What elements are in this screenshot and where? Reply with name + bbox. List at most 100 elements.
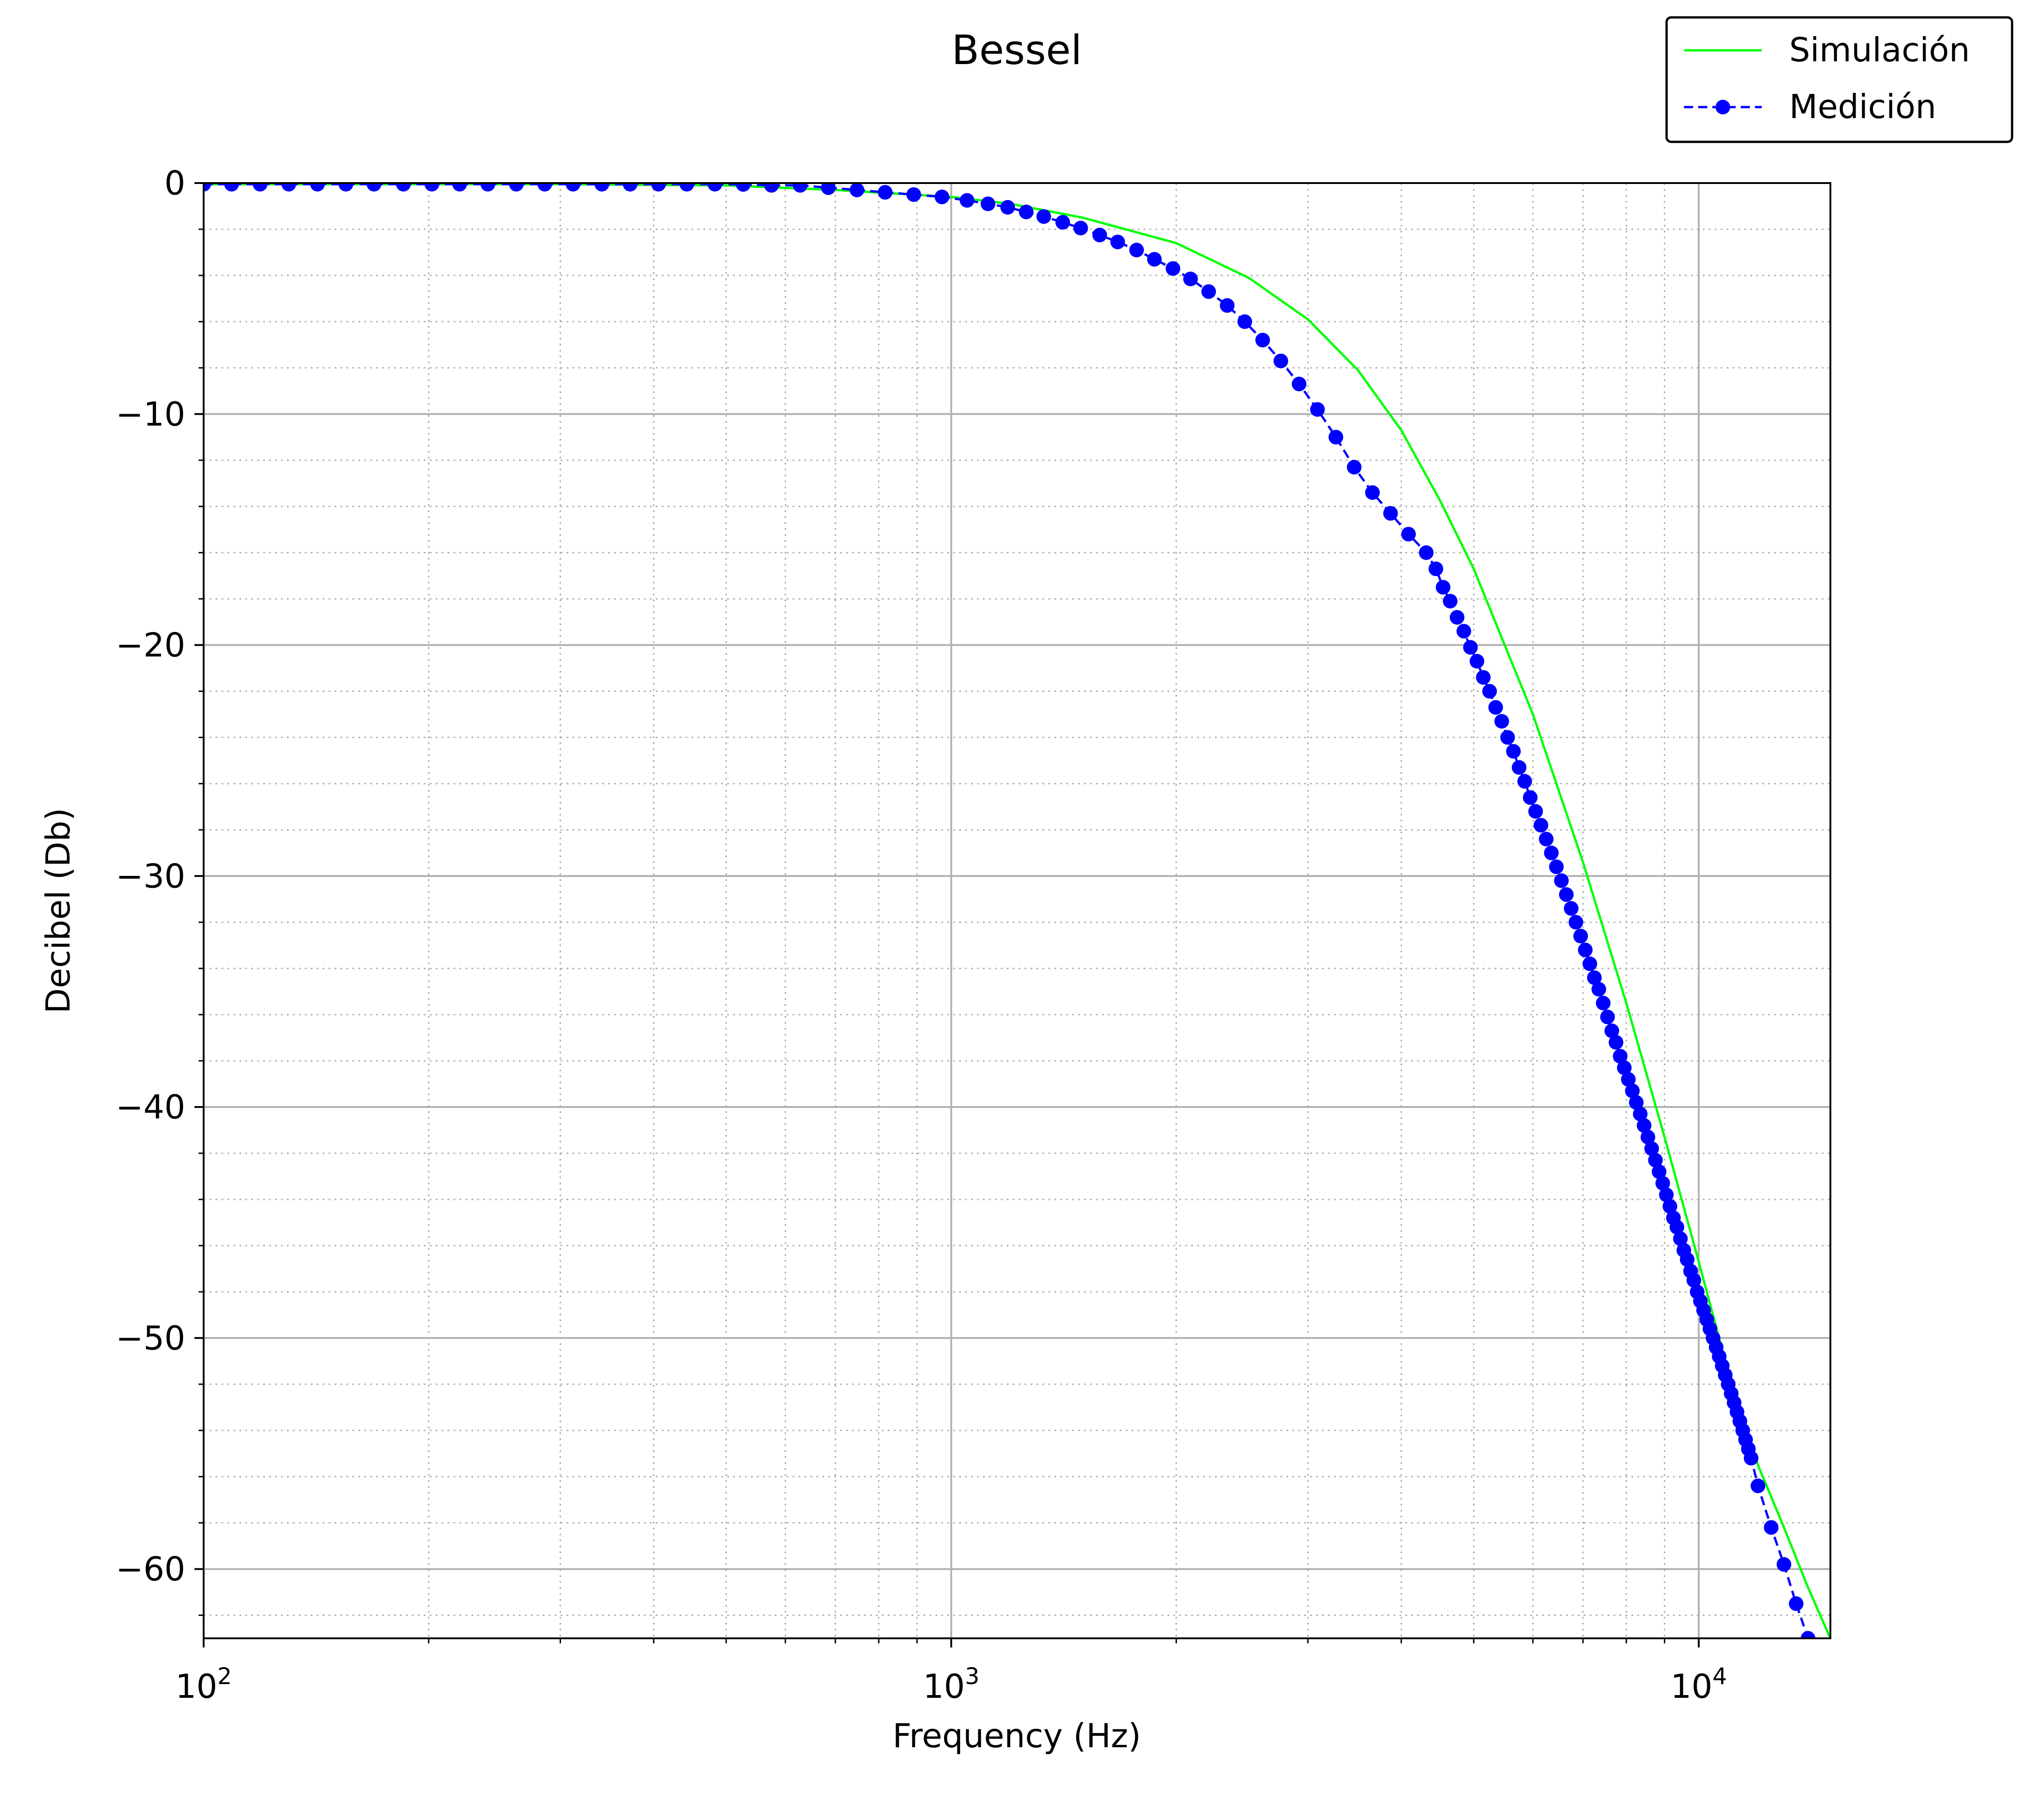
series-medicion-point: [1544, 845, 1559, 860]
series-medicion-point: [1347, 459, 1362, 475]
series-medicion-point: [1564, 901, 1579, 916]
series-medicion-point: [1443, 594, 1458, 609]
series-medicion-point: [1147, 252, 1162, 267]
series-medicion-point: [1789, 1596, 1804, 1611]
major-grid: [203, 182, 1830, 1638]
series-medicion-point: [1092, 227, 1107, 243]
plot-area: [204, 183, 1830, 1638]
minor-grid: [204, 183, 1830, 1638]
series-medicion-point: [793, 183, 808, 193]
series-medicion-point: [1659, 1187, 1674, 1202]
series-medicion-point: [452, 183, 467, 192]
legend-medicion-marker: [1716, 100, 1730, 114]
series-medicion-point: [424, 183, 439, 192]
legend-box: [1665, 16, 2013, 143]
series-medicion-point: [1582, 956, 1597, 972]
series-medicion-point: [1578, 942, 1593, 957]
series-medicion-point: [1450, 610, 1465, 625]
series-medicion-point: [480, 183, 496, 192]
series-medicion-point: [1401, 527, 1416, 542]
series-medicion-point: [1365, 485, 1380, 500]
series-medicion-point: [1383, 506, 1398, 521]
x-tick-label: 103: [923, 1663, 979, 1706]
series-medicion-point: [1651, 1164, 1667, 1179]
x-axis: 102 103 104: [175, 1638, 1727, 1706]
series-medicion-point: [623, 183, 638, 192]
series-medicion-point: [253, 183, 268, 192]
series-medicion-point: [1476, 670, 1491, 685]
x-tick-label: 102: [175, 1663, 232, 1706]
y-tick-label: −60: [116, 1550, 185, 1588]
series-layer: [204, 183, 1830, 1638]
series-medicion-point: [1419, 545, 1434, 560]
series-medicion-point: [1633, 1107, 1648, 1122]
series-medicion-point: [1517, 774, 1532, 789]
series-medicion-point: [1528, 804, 1543, 819]
series-medicion-point: [849, 183, 864, 198]
series-medicion-point: [1255, 333, 1270, 348]
series-medicion-point: [1538, 832, 1554, 847]
legend-simulacion-label: Simulación: [1789, 31, 1970, 69]
series-medicion-point: [1506, 744, 1521, 759]
series-medicion-point: [1129, 243, 1144, 258]
y-tick-label: 0: [164, 164, 185, 202]
series-medicion-point: [1776, 1557, 1792, 1572]
series-medicion-point: [281, 183, 297, 192]
series-medicion-point: [1549, 859, 1564, 875]
series-medicion-point: [396, 183, 411, 192]
series-medicion-point: [1648, 1153, 1663, 1168]
series-medicion-point: [960, 193, 975, 208]
series-medicion-point: [1625, 1083, 1640, 1098]
series-medicion-point: [680, 183, 694, 192]
series-medicion-point: [1621, 1072, 1636, 1087]
series-medicion-point: [934, 189, 950, 205]
series-medicion-point: [1801, 1631, 1816, 1638]
series-medicion-point: [1183, 271, 1198, 286]
series-medicion-point: [1488, 700, 1503, 715]
series-medicion-point: [1608, 1035, 1624, 1050]
series-medicion-point: [1644, 1141, 1659, 1156]
y-tick-label: −10: [116, 395, 185, 433]
x-axis-label: Frequency (Hz): [893, 1717, 1141, 1755]
series-medicion-point: [1511, 760, 1527, 775]
series-medicion-point: [1110, 234, 1125, 249]
series-medicion-point: [1629, 1095, 1644, 1110]
series-medicion-point: [736, 183, 751, 192]
series-medicion-point: [1274, 353, 1288, 368]
series-medicion-point: [1428, 562, 1443, 576]
series-medicion-point: [1617, 1060, 1632, 1075]
series-medicion-point: [1568, 915, 1583, 930]
y-tick-label: −40: [116, 1088, 185, 1126]
series-medicion-point: [1640, 1129, 1656, 1145]
series-medicion-point: [1587, 970, 1602, 985]
series-medicion-point: [1533, 818, 1549, 833]
chart-title: Bessel: [952, 27, 1082, 74]
plot-frame: [203, 182, 1831, 1639]
series-medicion-point: [1743, 1451, 1759, 1466]
series-medicion-point: [1237, 314, 1252, 329]
series-medicion-point: [1500, 730, 1515, 745]
series-medicion-point: [1469, 653, 1484, 669]
series-medicion-point: [1220, 298, 1235, 313]
series-medicion-point: [764, 183, 779, 193]
series-medicion-point: [1673, 1231, 1688, 1246]
legend: Simulación Medición: [1665, 16, 2013, 143]
y-tick-label: −50: [116, 1319, 185, 1357]
series-medicion-point: [1636, 1118, 1651, 1133]
series-medicion-point: [821, 183, 836, 195]
series-medicion-point: [1482, 684, 1497, 699]
series-medicion-point: [878, 185, 893, 200]
series-medicion-point: [1686, 1273, 1701, 1288]
series-medicion-point: [1662, 1199, 1678, 1214]
series-medicion-point: [1201, 284, 1216, 299]
series-medicion-point: [1596, 995, 1611, 1010]
series-medicion-point: [1604, 1023, 1619, 1038]
series-medicion-point: [1591, 982, 1606, 997]
series-medicion-point: [1456, 624, 1471, 639]
series-medicion-point: [367, 183, 382, 192]
series-medicion-point: [1019, 205, 1034, 220]
series-medicion-point: [906, 187, 921, 202]
series-medicion-point: [1055, 215, 1070, 230]
